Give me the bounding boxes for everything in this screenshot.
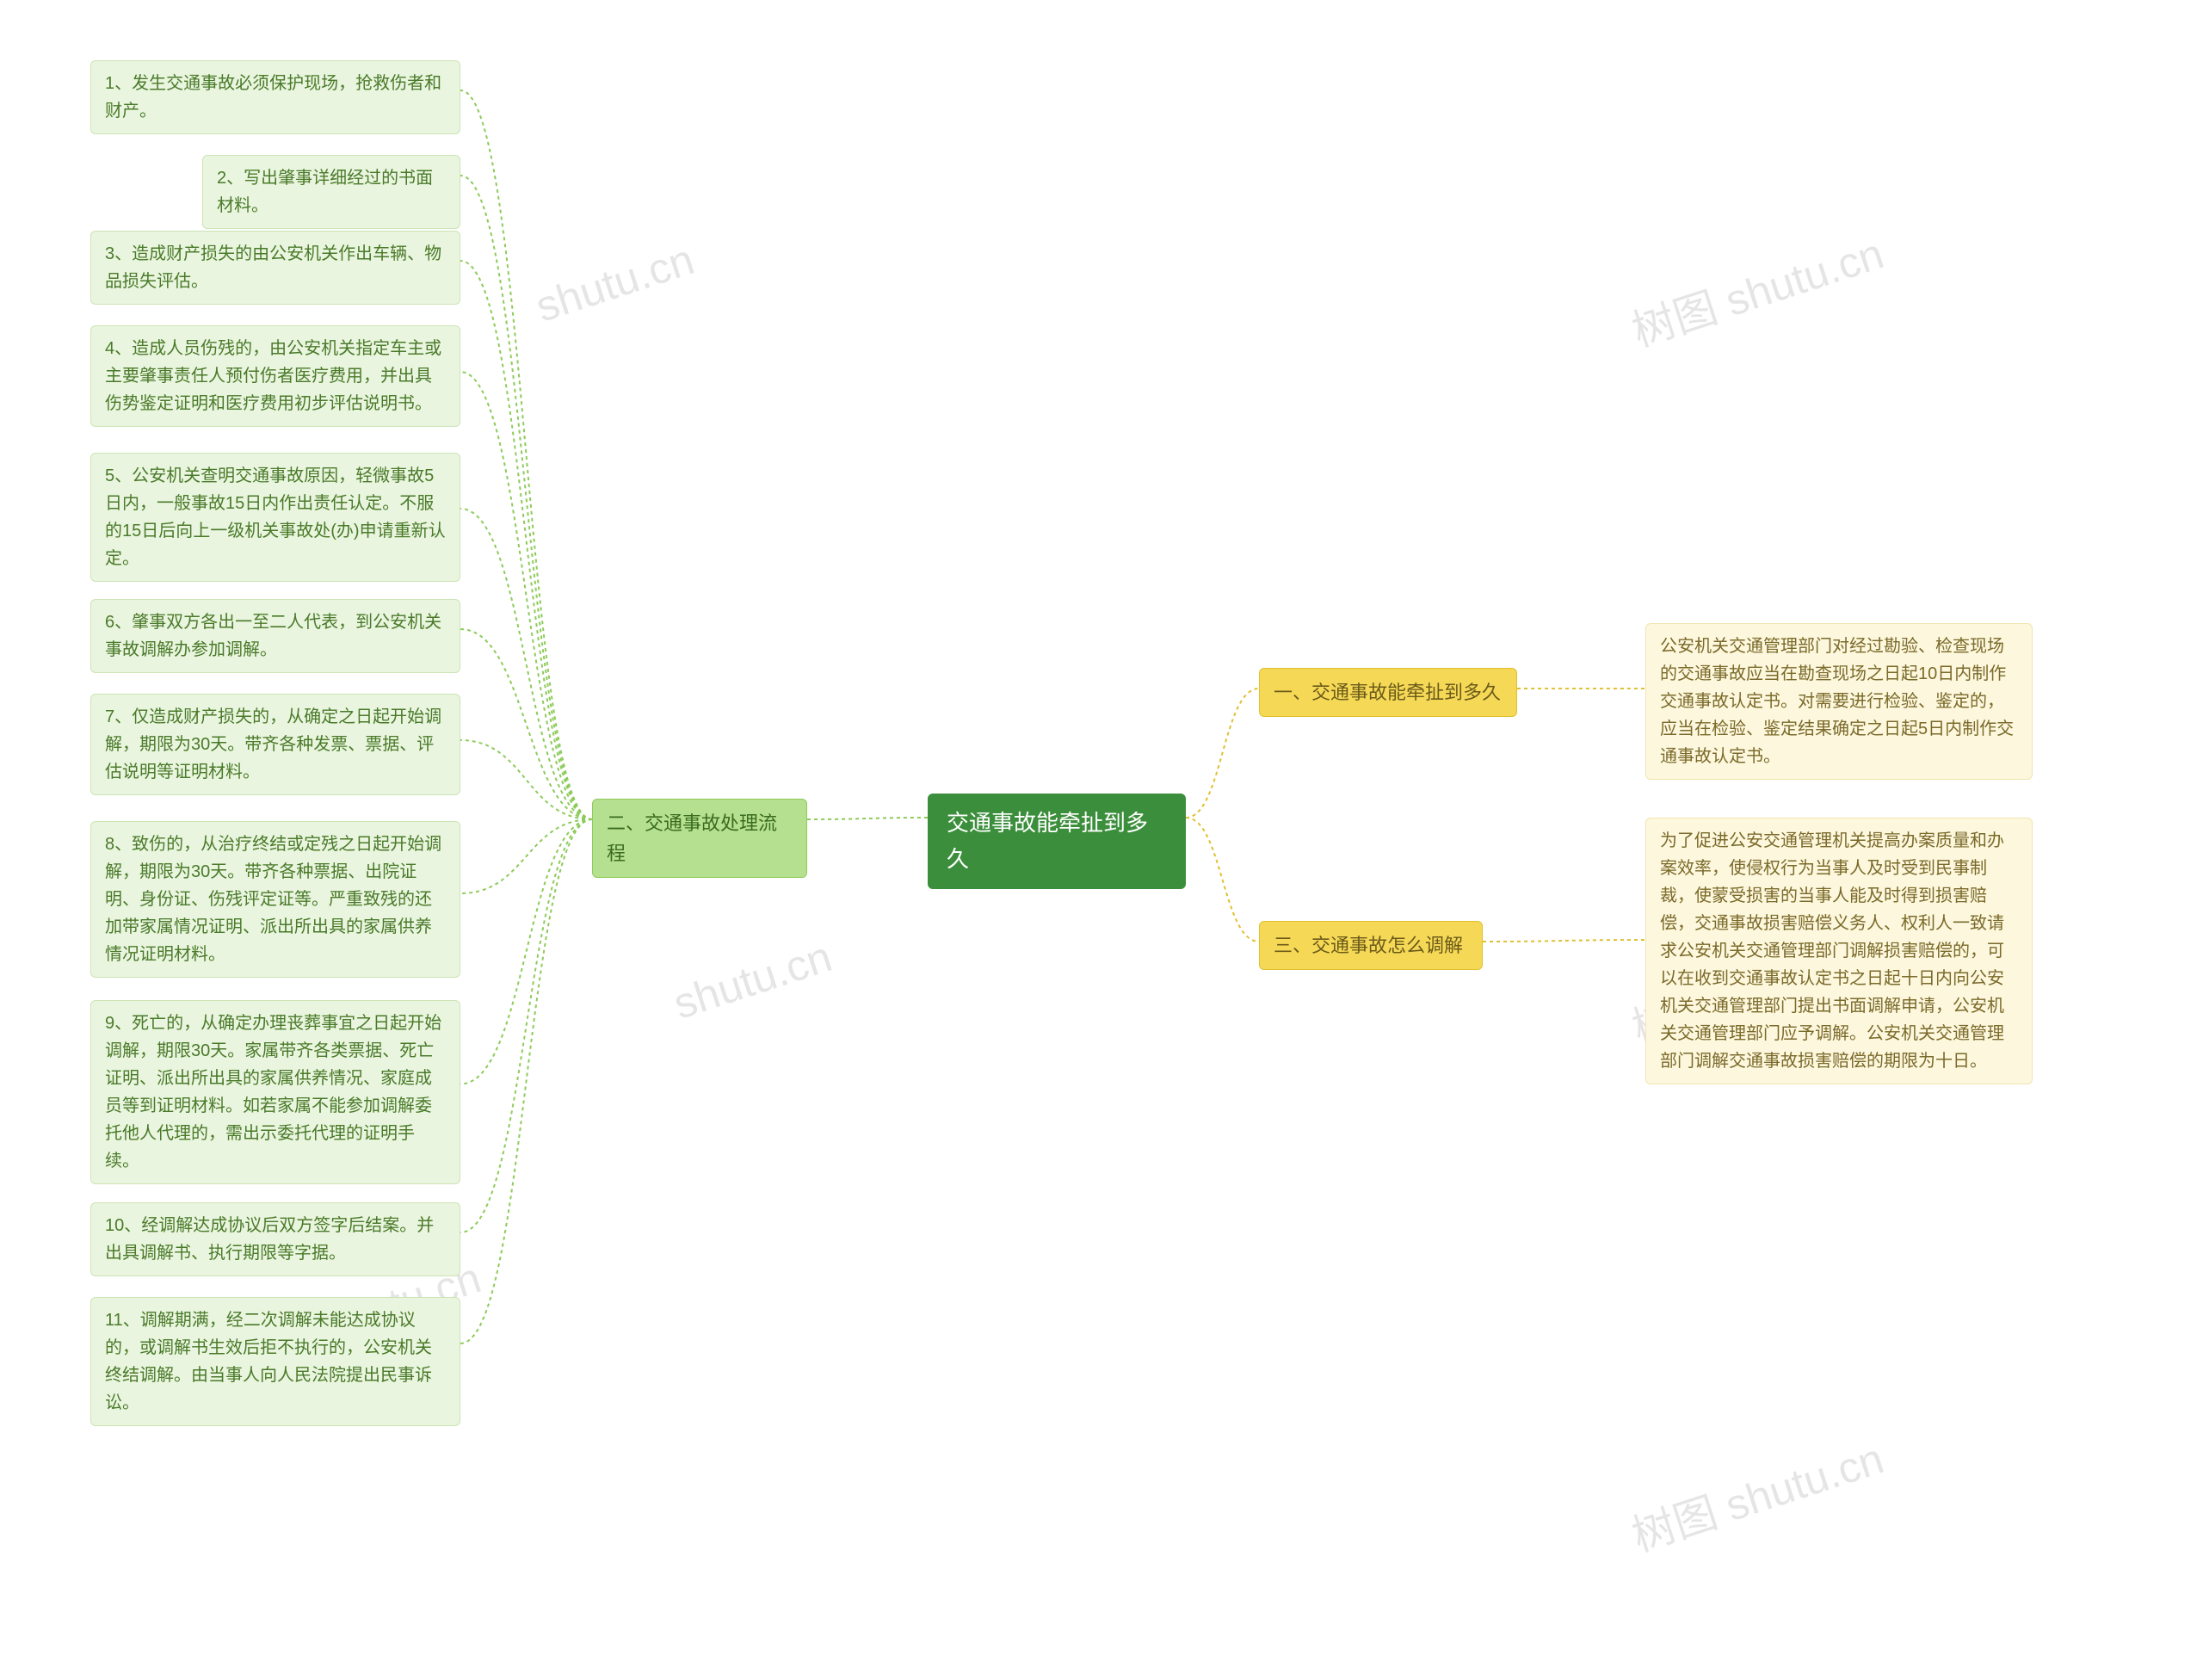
watermark-3: shutu.cn — [668, 931, 838, 1029]
leaf-b3l1[interactable]: 为了促进公安交通管理机关提高办案质量和办案效率，使侵权行为当事人及时受到民事制裁… — [1645, 818, 2033, 1084]
leaf-b2l3[interactable]: 3、造成财产损失的由公安机关作出车辆、物品损失评估。 — [90, 231, 460, 305]
branch-b3[interactable]: 三、交通事故怎么调解 — [1259, 921, 1483, 970]
leaf-b2l6[interactable]: 6、肇事双方各出一至二人代表，到公安机关事故调解办参加调解。 — [90, 599, 460, 673]
root-node[interactable]: 交通事故能牵扯到多久 — [928, 794, 1186, 889]
branch-b1[interactable]: 一、交通事故能牵扯到多久 — [1259, 668, 1517, 717]
leaf-b2l2[interactable]: 2、写出肇事详细经过的书面材料。 — [202, 155, 460, 229]
watermark-1: 树图 shutu.cn — [1623, 219, 1890, 359]
leaf-b1l1[interactable]: 公安机关交通管理部门对经过勘验、检查现场的交通事故应当在勘查现场之日起10日内制… — [1645, 623, 2033, 780]
leaf-b2l1[interactable]: 1、发生交通事故必须保护现场，抢救伤者和财产。 — [90, 60, 460, 134]
leaf-b2l9[interactable]: 9、死亡的，从确定办理丧葬事宜之日起开始调解，期限30天。家属带齐各类票据、死亡… — [90, 1000, 460, 1184]
leaf-b2l7[interactable]: 7、仅造成财产损失的，从确定之日起开始调解，期限为30天。带齐各种发票、票据、评… — [90, 694, 460, 795]
watermark-0: shutu.cn — [530, 234, 700, 332]
leaf-b2l11[interactable]: 11、调解期满，经二次调解未能达成协议的，或调解书生效后拒不执行的，公安机关终结… — [90, 1297, 460, 1426]
leaf-b2l4[interactable]: 4、造成人员伤残的，由公安机关指定车主或主要肇事责任人预付伤者医疗费用，并出具伤… — [90, 325, 460, 427]
watermark-6: 树图 shutu.cn — [1623, 1424, 1890, 1564]
leaf-b2l10[interactable]: 10、经调解达成协议后双方签字后结案。并出具调解书、执行期限等字据。 — [90, 1202, 460, 1276]
leaf-b2l8[interactable]: 8、致伤的，从治疗终结或定残之日起开始调解，期限为30天。带齐各种票据、出院证明… — [90, 821, 460, 978]
branch-b2[interactable]: 二、交通事故处理流程 — [592, 799, 807, 878]
leaf-b2l5[interactable]: 5、公安机关查明交通事故原因，轻微事故5日内，一般事故15日内作出责任认定。不服… — [90, 453, 460, 582]
